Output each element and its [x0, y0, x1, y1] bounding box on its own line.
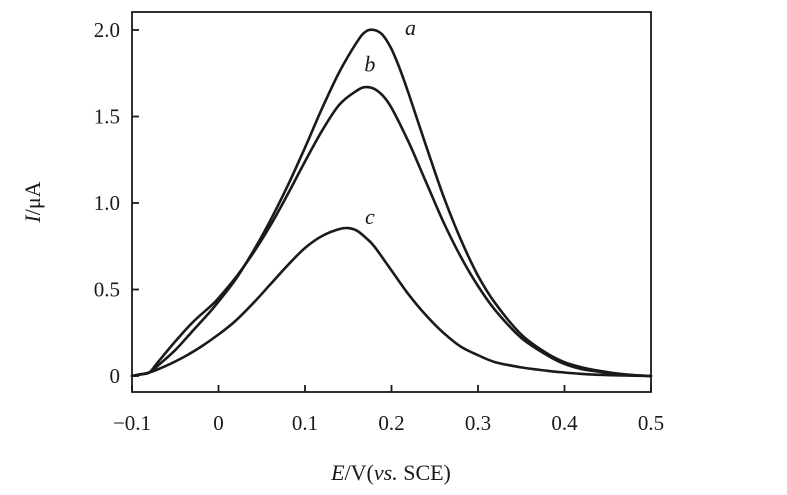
series-line-a [130, 28, 653, 378]
x-tick-label: 0.5 [638, 411, 664, 435]
x-tick-label: 0.2 [378, 411, 404, 435]
series-label-a: a [405, 15, 416, 40]
series-labels: a b c [364, 15, 416, 229]
x-tick-label: 0.3 [465, 411, 491, 435]
y-axis-ticks: 0 0.5 1.0 1.5 2.0 [94, 18, 139, 388]
x-tick-label: 0.4 [551, 411, 578, 435]
x-tick-label: 0.1 [292, 411, 318, 435]
y-tick-label: 2.0 [94, 18, 120, 42]
series-curves [130, 28, 653, 378]
y-tick-label: 1.0 [94, 191, 120, 215]
x-tick-label: −0.1 [113, 411, 151, 435]
plot-frame [131, 11, 652, 393]
x-axis-ticks: −0.1 0 0.1 0.2 0.3 0.4 0.5 [113, 385, 664, 435]
series-line-c [130, 226, 653, 378]
series-label-c: c [365, 204, 375, 229]
y-tick-label: 1.5 [94, 105, 120, 129]
y-axis-title: I/μA [20, 181, 45, 223]
y-tick-label: 0.5 [94, 278, 120, 302]
series-label-b: b [364, 52, 375, 77]
series-line-b [130, 85, 653, 378]
x-tick-label: 0 [213, 411, 224, 435]
x-axis-title: E/V(vs. SCE) [330, 460, 451, 485]
y-tick-label: 0 [110, 364, 121, 388]
